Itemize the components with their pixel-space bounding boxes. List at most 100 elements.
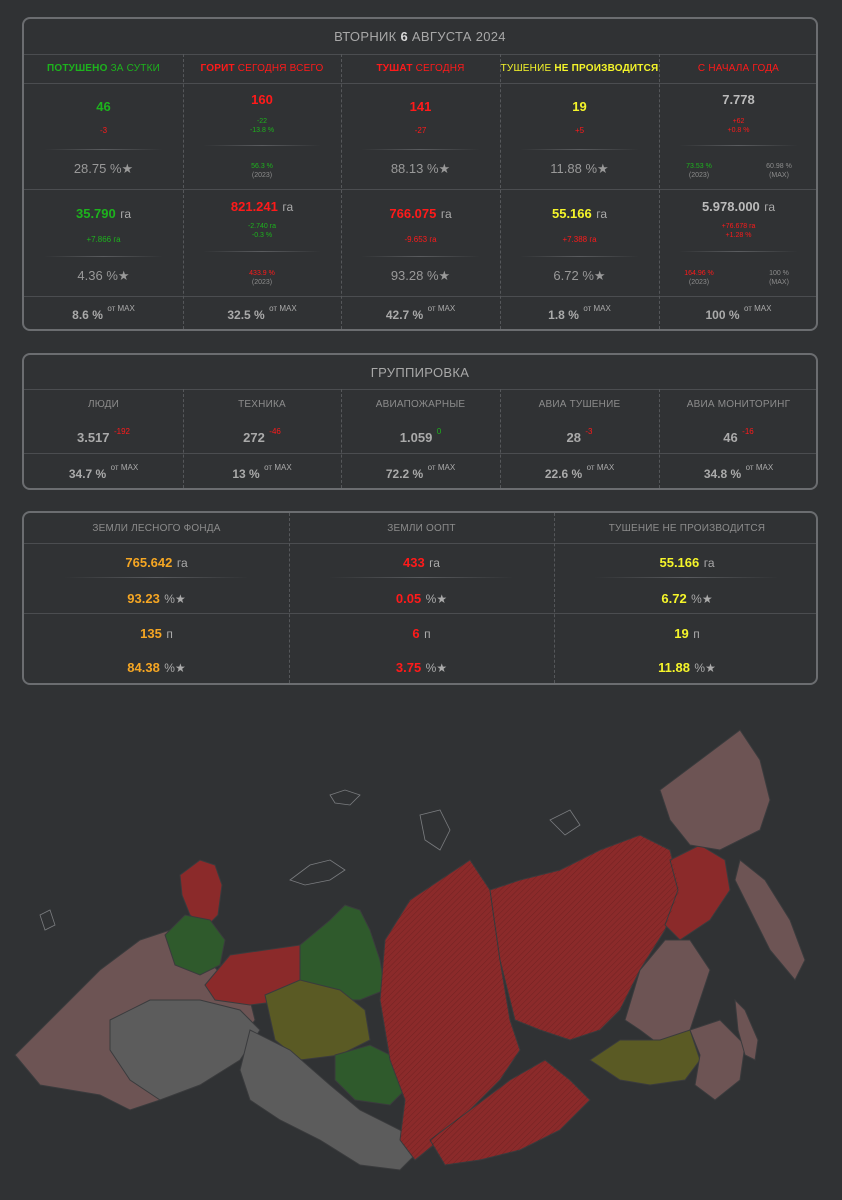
region-amur[interactable] xyxy=(589,1029,701,1086)
ytd-area: 5.978.000 xyxy=(701,199,760,214)
not-fighting-area-delta: +7.388 га xyxy=(562,235,597,244)
not-fighting-area-unit: га xyxy=(596,207,607,221)
ytd-area-cell: 5.978.000 га +76.678 га +1.28 % xyxy=(659,198,818,240)
lands-count-unit: п xyxy=(166,627,173,641)
ytd-area-max-label: (MAX) xyxy=(769,279,789,286)
ytd-count-max-label: (MAX) xyxy=(769,172,789,179)
max-share-suffix: от MAX xyxy=(427,304,456,313)
forces-aerial-value: 1.059 0 xyxy=(341,427,500,447)
ytd-count-max: 60.98 % (MAX) xyxy=(749,162,809,180)
lands-label-protected: ЗЕМЛИ ООПТ xyxy=(387,523,456,534)
max-share-extinguished: 8.6 % от MAX xyxy=(24,304,183,324)
forces-people-value: 3.517 -192 xyxy=(24,427,183,447)
lands-pct-suffix: %★ xyxy=(425,661,448,675)
lands-area-unit: га xyxy=(176,556,188,570)
forces-vehicles-pct: 13 % от MAX xyxy=(183,463,341,483)
header-fighting-main: ТУШАТ xyxy=(376,63,413,74)
region-primorye[interactable] xyxy=(689,1019,746,1101)
region-central-grey[interactable] xyxy=(109,999,261,1101)
ytd-area-delta-pct: +1.28 % xyxy=(725,232,752,239)
burning-area-cell: 821.241 га -2.740 га -0.3 % xyxy=(183,198,341,240)
max-share-not-fighting: 1.8 % от MAX xyxy=(500,304,659,324)
forces-delta: -46 xyxy=(269,427,281,436)
fighting-area-pct: 93.28 %★ xyxy=(390,268,451,283)
lands-forest-count-pct: 84.38 %★ xyxy=(24,659,289,677)
header-extinguished-sub: ЗА СУТКИ xyxy=(107,63,161,74)
ytd-count-year: (2023) xyxy=(688,172,710,179)
ytd-count-2023: 73.53 % (2023) xyxy=(669,162,729,180)
ytd-area-pct-max: 100 % xyxy=(769,270,789,277)
burning-count-year: (2023) xyxy=(251,172,273,179)
lands-protected-count: 6 п xyxy=(289,625,554,643)
lands-area-unit: га xyxy=(429,556,440,570)
max-share-value: 8.6 % xyxy=(72,308,103,322)
map-islands xyxy=(39,789,581,931)
not-fighting-count-delta: +5 xyxy=(574,126,585,135)
lands-forest-area: 765.642 га xyxy=(24,554,289,572)
not-fighting-count-cell: 19 +5 xyxy=(500,99,659,135)
extinguished-count-pct: 28.75 %★ xyxy=(73,161,134,176)
region-kamchatka[interactable] xyxy=(734,859,806,981)
header-not-fighting-sub: НЕ ПРОИЗВОДИТСЯ xyxy=(554,63,659,74)
extinguished-count: 46 xyxy=(96,99,111,114)
header-burning: ГОРИТ СЕГОДНЯ ВСЕГО xyxy=(183,63,341,74)
lands-count-pct-value: 11.88 xyxy=(658,660,690,675)
lands-count-pct-value: 84.38 xyxy=(127,660,160,675)
region-south-siberia-grey[interactable] xyxy=(239,1029,421,1171)
ytd-area-pct-2023: 164.96 % xyxy=(684,270,714,277)
forces-value: 46 xyxy=(723,430,738,445)
max-share-value: 1.8 % xyxy=(548,308,579,322)
ytd-count-pct-2023: 73.53 % xyxy=(686,163,712,170)
ytd-area-2023: 164.96 % (2023) xyxy=(669,269,729,287)
burning-area-pct-2023: 433.9 % xyxy=(249,270,275,277)
ytd-count: 7.778 xyxy=(722,92,755,107)
forces-aerial-pct: 72.2 % от MAX xyxy=(341,463,500,483)
ytd-count-delta-pct: +0.8 % xyxy=(727,127,750,134)
burning-area-delta: -2.740 га xyxy=(247,223,277,230)
lands-pct-suffix: %★ xyxy=(694,661,716,675)
region-sakhalin[interactable] xyxy=(734,998,759,1061)
ytd-area-delta: +76.678 га xyxy=(721,223,756,230)
forces-delta: -16 xyxy=(742,427,754,436)
region-chukotka[interactable] xyxy=(659,729,771,851)
ytd-area-unit: га xyxy=(764,200,776,214)
forces-pct: 34.8 % xyxy=(703,467,742,481)
max-share-suffix: от MAX xyxy=(743,304,772,313)
ytd-count-delta: +62 xyxy=(732,118,745,125)
lands-label-not-fighting: ТУШЕНИЕ НЕ ПРОИЗВОДИТСЯ xyxy=(608,523,766,534)
forces-title: ГРУППИРОВКА xyxy=(370,365,470,380)
forces-pct-suffix: от MAX xyxy=(745,463,774,472)
extinguished-count-delta: -3 xyxy=(99,126,108,135)
region-karelia[interactable] xyxy=(179,859,223,929)
lands-not-fighting-count: 19 п xyxy=(554,625,820,643)
max-share-value: 100 % xyxy=(705,308,740,322)
max-share-fighting: 42.7 % от MAX xyxy=(341,304,500,324)
russia-fire-map[interactable] xyxy=(0,700,842,1200)
burning-area-delta-pct: -0.3 % xyxy=(251,232,273,239)
ytd-count-cell: 7.778 +62 +0.8 % xyxy=(659,92,818,135)
lands-count-value: 6 xyxy=(412,626,420,641)
not-fighting-area-cell: 55.166 га +7.388 га xyxy=(500,205,659,244)
forces-delta: 0 xyxy=(436,427,442,436)
region-northwest-green[interactable] xyxy=(164,914,226,976)
forces-label-air-fighting: АВИА ТУШЕНИЕ xyxy=(538,399,621,410)
not-fighting-count: 19 xyxy=(572,99,587,114)
forces-air-monitoring-pct: 34.8 % от MAX xyxy=(659,463,818,483)
region-khabarovsk[interactable] xyxy=(624,939,711,1046)
forces-pct: 13 % xyxy=(232,467,260,481)
forces-pct-suffix: от MAX xyxy=(110,463,139,472)
lands-protected-count-pct: 3.75 %★ xyxy=(289,659,554,677)
extinguished-area-cell: 35.790 га +7.866 га xyxy=(24,205,183,244)
fighting-area-delta: -9.653 га xyxy=(404,235,437,244)
fighting-area: 766.075 xyxy=(389,206,437,221)
fighting-count-cell: 141 -27 xyxy=(341,99,500,135)
lands-panel: ЗЕМЛИ ЛЕСНОГО ФОНДА ЗЕМЛИ ООПТ ТУШЕНИЕ Н… xyxy=(22,511,818,685)
header-fighting-sub: СЕГОДНЯ xyxy=(412,63,465,74)
lands-count-unit: п xyxy=(693,627,700,641)
max-share-suffix: от MAX xyxy=(583,304,611,313)
lands-forest-area-pct: 93.23 %★ xyxy=(24,590,289,608)
max-share-ytd: 100 % от MAX xyxy=(659,304,818,324)
lands-not-fighting-area: 55.166 га xyxy=(554,554,820,572)
summary-date: ВТОРНИК 6 АВГУСТА 2024 xyxy=(24,29,816,44)
forces-label-people: ЛЮДИ xyxy=(88,399,119,410)
